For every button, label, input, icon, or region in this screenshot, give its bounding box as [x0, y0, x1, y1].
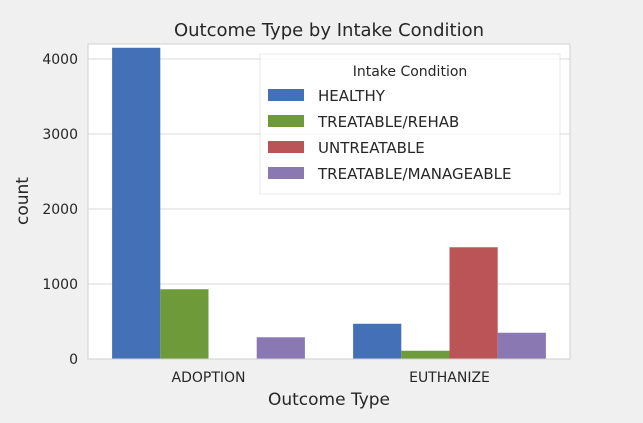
y-tick-label: 4000 [42, 52, 78, 68]
legend-items: HEALTHY TREATABLE/REHAB UNTREATABLE TREATAB… [268, 87, 512, 183]
legend: Intake Condition HEALTHY TREATABLE/REHAB U… [259, 53, 561, 195]
bar-healthy-euthanize [353, 323, 402, 359]
legend-swatch [268, 141, 304, 153]
y-tick-label: 0 [69, 352, 78, 368]
bar-healthy-adoption [112, 47, 161, 359]
y-tick-label: 3000 [42, 127, 78, 143]
legend-swatch [268, 167, 304, 179]
y-axis-label: count [13, 177, 33, 225]
bar-untreatable-euthanize [449, 247, 498, 359]
bar-treatable-manageable-adoption [256, 337, 305, 359]
bar-treatable-manageable-euthanize [497, 332, 546, 359]
bar-treatable-rehab-euthanize [401, 350, 450, 359]
legend-box [259, 53, 561, 195]
legend-label: TREATABLE/MANAGEABLE [317, 165, 512, 183]
bar-treatable-rehab-adoption [160, 289, 209, 359]
y-tick-label: 1000 [42, 277, 78, 293]
legend-swatch [268, 89, 304, 101]
y-axis-ticks: 0 1000 2000 3000 4000 [42, 52, 78, 368]
x-axis-ticks: ADOPTION EUTHANIZE [172, 370, 490, 386]
plot-frame [87, 43, 571, 360]
y-tick-label: 2000 [42, 202, 78, 218]
legend-label: HEALTHY [318, 87, 386, 105]
bars [112, 47, 546, 359]
legend-swatch [268, 115, 304, 127]
legend-label: TREATABLE/REHAB [317, 113, 459, 131]
legend-title: Intake Condition [353, 64, 468, 80]
x-tick-label: ADOPTION [172, 370, 246, 386]
chart-title: Outcome Type by Intake Condition [174, 20, 484, 41]
legend-label: UNTREATABLE [318, 139, 425, 157]
x-axis-label: Outcome Type [268, 390, 390, 410]
x-tick-label: EUTHANIZE [409, 370, 490, 386]
